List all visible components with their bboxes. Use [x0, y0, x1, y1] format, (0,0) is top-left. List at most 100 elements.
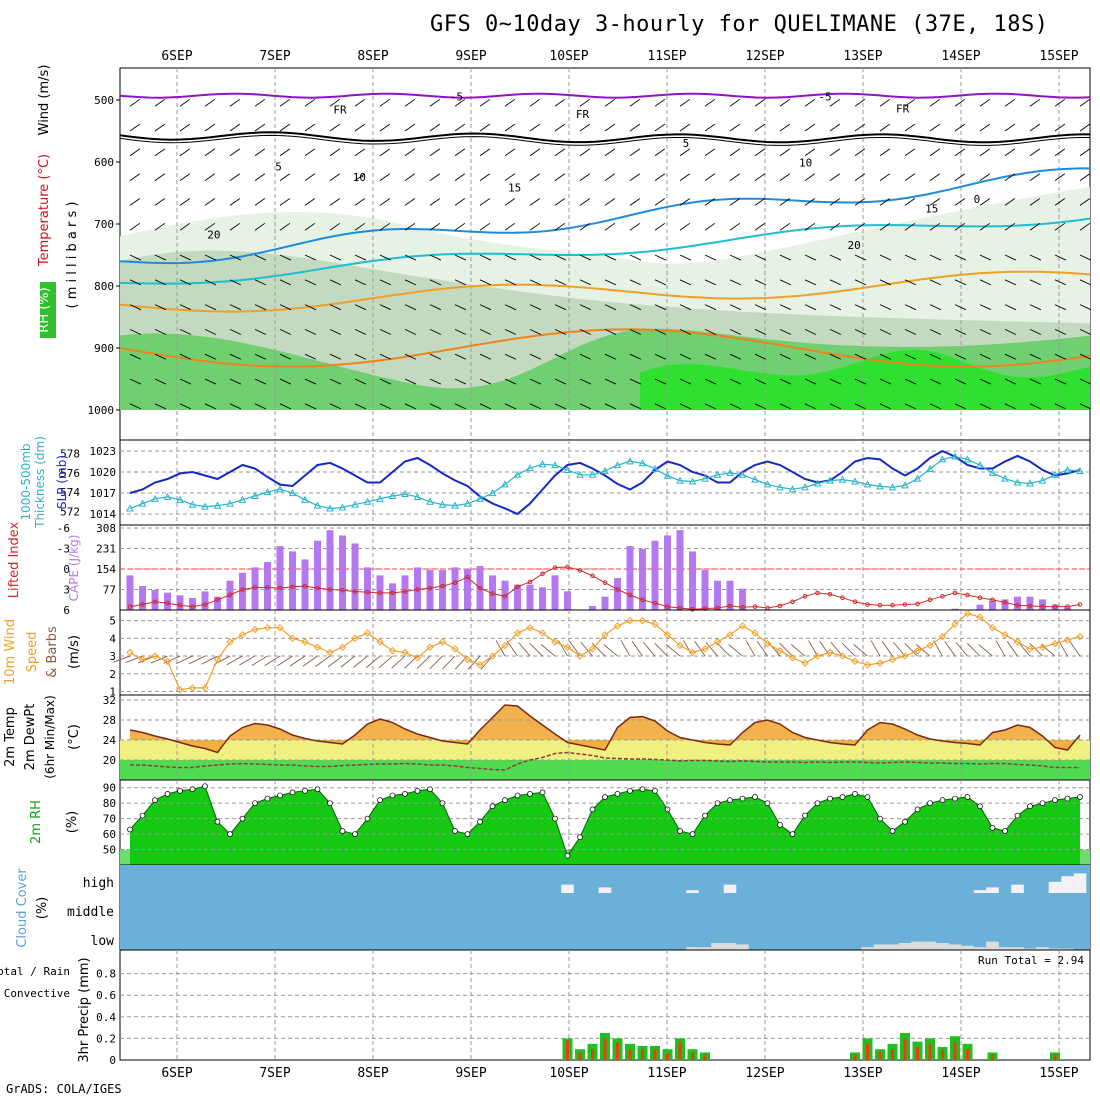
precip-conv-bar — [691, 1052, 694, 1060]
thickness-marker — [213, 501, 222, 509]
thickness-marker — [651, 464, 659, 473]
wind-barb — [979, 254, 992, 261]
wind-barb — [929, 98, 941, 107]
thickness-marker — [588, 470, 597, 478]
wind-speed-marker — [938, 632, 947, 641]
wind-speed-marker — [426, 643, 434, 651]
wind-barb — [479, 279, 492, 286]
rh-marker — [589, 806, 596, 813]
thickness-marker — [913, 474, 922, 482]
thickness-marker — [963, 455, 972, 463]
wind-barb — [479, 173, 491, 181]
wind-barb — [904, 378, 917, 385]
cape-bar — [989, 600, 996, 610]
wind-barb — [654, 123, 666, 132]
thickness-marker — [538, 460, 547, 468]
rh-tick-label: 80 — [103, 797, 116, 810]
wind-barb — [729, 173, 741, 181]
lifted-index-marker — [265, 585, 270, 590]
precip-conv-bar — [678, 1041, 682, 1060]
cape-bar — [339, 535, 346, 610]
wind-barb — [854, 328, 867, 335]
thickness-marker — [751, 475, 759, 483]
thickness-marker — [263, 488, 272, 496]
wind-speed-marker — [826, 648, 834, 657]
wind-barb — [354, 222, 366, 231]
wind-barb — [979, 279, 992, 286]
rh-marker — [1064, 795, 1071, 802]
surface-wind-barb — [226, 655, 243, 666]
wind-barb — [354, 353, 367, 360]
wind-barb — [804, 328, 817, 335]
thickness-marker — [251, 491, 259, 499]
wind-barb — [429, 403, 442, 410]
wind-barb — [679, 173, 691, 181]
thickness-marker — [163, 492, 172, 500]
precip-axis-label: 3hr Precip (mm) — [77, 957, 92, 1062]
cloud-level-label: high — [83, 876, 114, 891]
wind-barb — [604, 123, 616, 132]
slp-tick-label: 1017 — [90, 487, 117, 500]
wind-barb — [779, 123, 791, 132]
rh-marker — [1077, 794, 1083, 800]
cape-bar — [464, 568, 471, 610]
rh-marker — [927, 800, 933, 807]
date-label-bottom: 14SEP — [941, 1066, 980, 1081]
lifted-index-marker — [277, 585, 283, 591]
wind-barb — [379, 304, 392, 311]
temp-tick-label: 24 — [103, 734, 117, 747]
lifted-index-marker — [252, 585, 258, 590]
wind-barb — [254, 148, 266, 157]
wind-barb — [729, 254, 742, 261]
wind-barb — [179, 123, 191, 132]
surface-wind-barb — [302, 655, 318, 667]
wind-barb — [354, 304, 367, 311]
wind-barb — [404, 328, 417, 335]
wind-barb — [1029, 279, 1042, 286]
cape-tick-label: 154 — [96, 563, 116, 576]
wind-barb — [779, 173, 791, 181]
wind-barb — [704, 148, 716, 157]
wind-barb — [529, 173, 541, 181]
rh-marker — [739, 795, 746, 802]
precip-conv-bar — [628, 1049, 632, 1060]
lifted-index-marker — [802, 594, 808, 599]
wind-barb — [604, 222, 616, 231]
wind-barb — [979, 222, 991, 231]
wind-barb — [354, 198, 366, 206]
contour-label: 0 — [974, 193, 981, 206]
wind-barb — [129, 98, 141, 107]
lifted-index-marker — [952, 590, 958, 596]
cape-bar — [714, 580, 721, 610]
surface-wind-barb — [264, 655, 281, 666]
wind-tick-label: 5 — [109, 615, 116, 628]
lifted-index-marker — [865, 602, 870, 607]
wind-speed-marker — [763, 639, 772, 648]
wind-barb — [204, 304, 217, 311]
wind-barb — [279, 403, 292, 410]
low-cloud-bar — [911, 941, 924, 950]
precip-conv-bar — [666, 1053, 669, 1060]
rh-marker — [752, 794, 758, 800]
wind-barb — [754, 222, 766, 231]
wind-barb — [879, 148, 891, 157]
wind-barb — [929, 328, 942, 335]
wind-speed-marker — [626, 616, 634, 625]
rh-marker — [327, 800, 333, 807]
rh-fill — [130, 786, 1080, 865]
temp-unit-label: (°C) — [67, 724, 82, 750]
wind-speed-marker — [913, 647, 922, 655]
rh-marker — [352, 831, 358, 837]
wind-barb — [929, 222, 941, 231]
thickness-tick-label: 572 — [60, 505, 80, 518]
wind-speed-marker — [1076, 632, 1084, 641]
wind-speed-marker — [976, 613, 984, 621]
surface-wind-barb — [870, 640, 881, 657]
li-tick-label: 0 — [63, 563, 70, 576]
lifted-index-marker — [340, 587, 345, 593]
wind-barb — [829, 222, 841, 231]
wind-barb — [854, 254, 867, 261]
wind-barb — [979, 98, 991, 107]
wind-barb — [1004, 148, 1016, 157]
wind-speed-marker — [838, 652, 847, 660]
